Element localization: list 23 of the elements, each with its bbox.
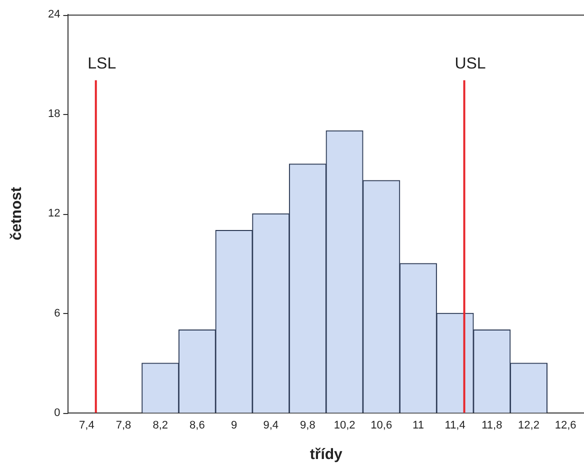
ref-line-label: LSL (88, 56, 116, 73)
y-tick-label: 24 (48, 8, 60, 21)
y-tick-label: 6 (54, 307, 60, 320)
x-axis-title: třídy (310, 446, 344, 464)
x-tick-label: 12,2 (518, 419, 540, 432)
x-tick-label: 11 (412, 419, 424, 432)
y-axis-title: četnost (8, 187, 26, 240)
x-tick-label: 7,4 (79, 419, 94, 432)
x-tick-label: 11,4 (444, 419, 466, 432)
x-tick-label: 8,6 (190, 419, 205, 432)
x-tick-label: 11,8 (482, 419, 502, 432)
x-tick-label: 8,2 (152, 419, 168, 432)
ref-line-label: USL (454, 56, 486, 73)
x-tick-label: 10,6 (370, 419, 392, 432)
x-tick-label: 7,8 (116, 419, 132, 432)
x-tick-label: 9,8 (300, 419, 316, 432)
x-tick-label: 12,6 (554, 419, 576, 432)
y-tick-label: 12 (48, 208, 60, 220)
x-tick-label: 10,2 (334, 419, 356, 432)
x-tick-label: 9,4 (263, 419, 279, 432)
y-tick-label: 0 (54, 406, 60, 419)
y-tick-label: 18 (48, 108, 60, 120)
x-tick-label: 9 (230, 419, 238, 432)
